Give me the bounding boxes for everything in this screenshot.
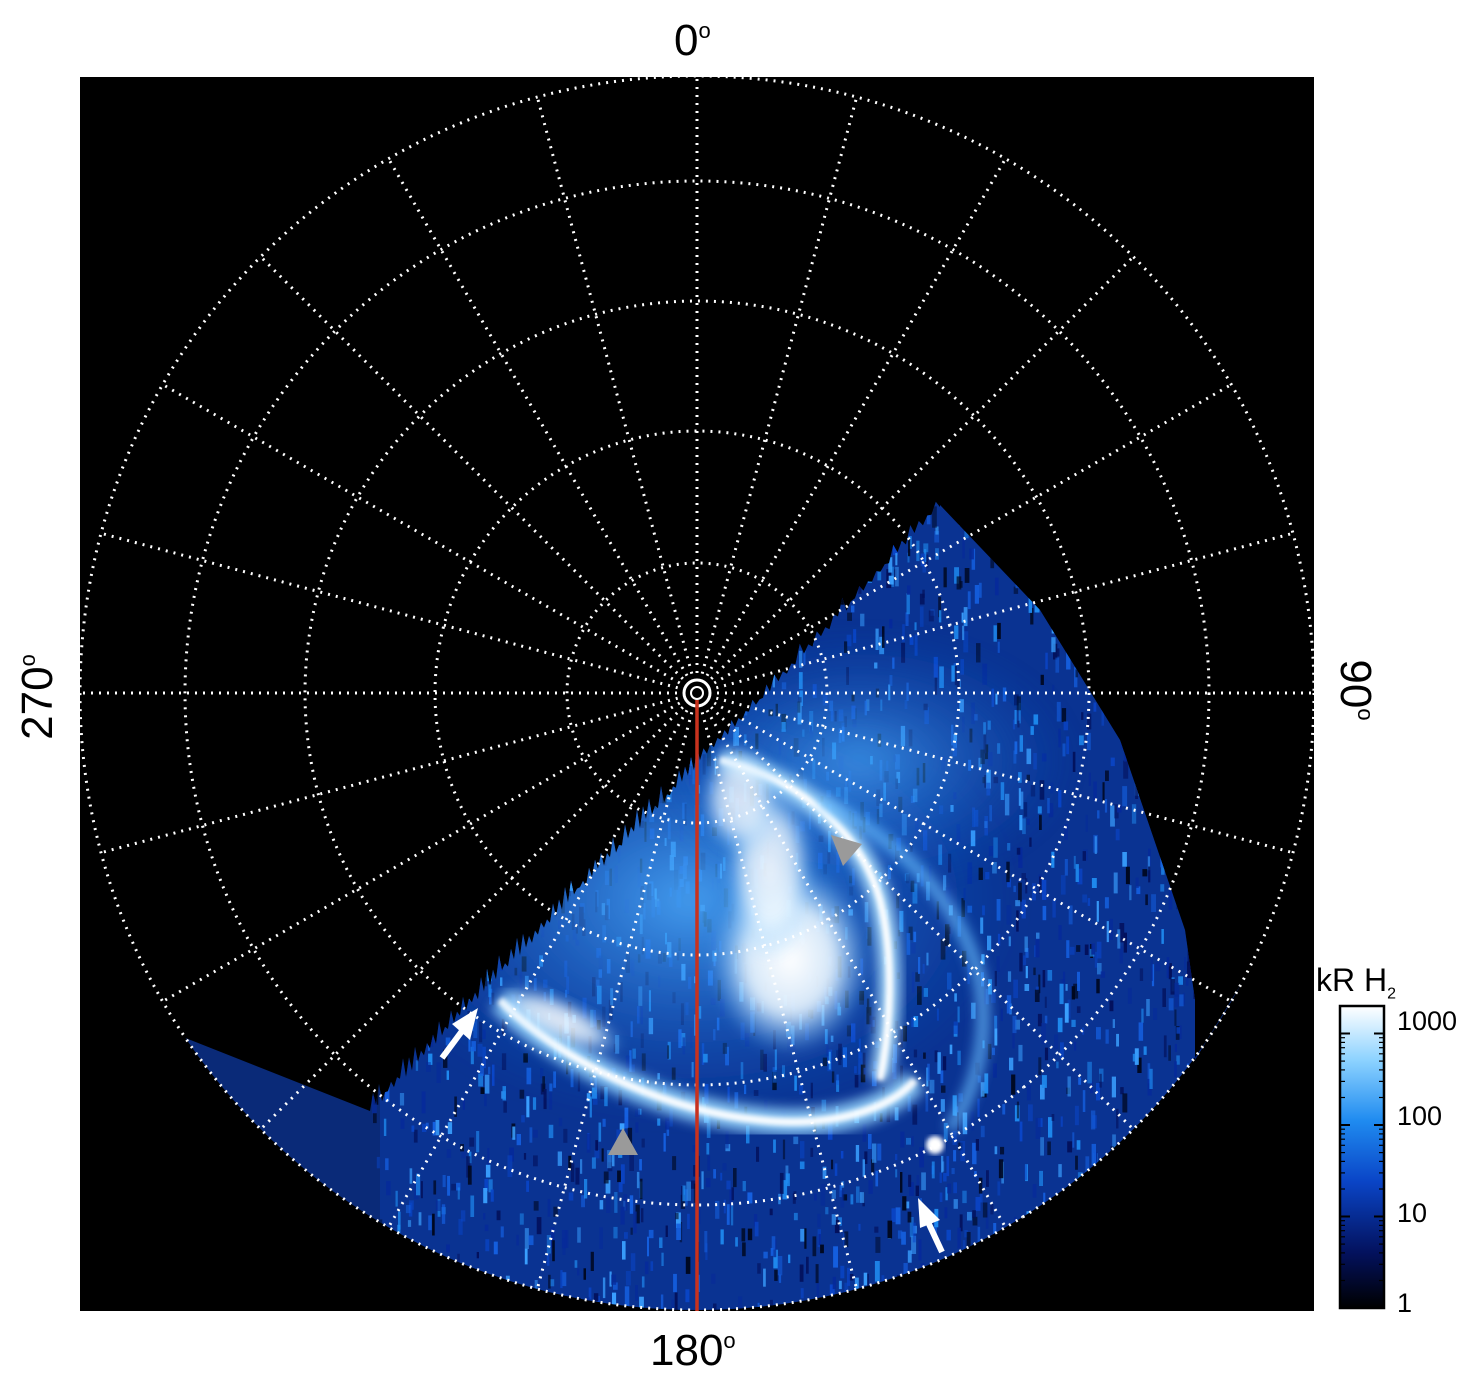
bright-spot <box>926 1136 944 1154</box>
grid-spoke <box>713 383 1233 685</box>
grid-spoke <box>387 157 689 677</box>
grid-spoke <box>161 701 681 1003</box>
grid-spoke <box>100 696 679 855</box>
grid-spoke <box>259 255 684 680</box>
grid-spoke <box>161 383 681 685</box>
axis-label-top: 0o <box>674 16 711 65</box>
arrow-white-2 <box>918 1198 945 1254</box>
grid-spoke <box>710 706 1135 1131</box>
axis-label-left: 270o <box>13 654 62 740</box>
grid-circle <box>303 299 1091 1087</box>
grid-spoke <box>710 255 1135 680</box>
grid-spoke <box>705 709 1007 1229</box>
colorbar <box>1338 1004 1386 1310</box>
arrow-gray-1 <box>608 1128 638 1155</box>
auroral-arc-dawn <box>817 794 990 1134</box>
grid-spoke <box>715 696 1294 855</box>
colorbar-ticks <box>1340 1005 1384 1309</box>
colorbar-tick-10: 10 <box>1397 1198 1428 1228</box>
colorbar-tick-100: 100 <box>1397 1101 1443 1131</box>
grid-spoke <box>100 531 679 690</box>
axis-label-bottom: 180o <box>650 1326 736 1375</box>
colorbar-tick-1000: 1000 <box>1397 1006 1458 1036</box>
grid-spoke <box>535 96 694 675</box>
colorbar-gradient <box>1340 1006 1384 1308</box>
grid-spoke <box>535 711 694 1290</box>
grid-circle <box>565 561 829 825</box>
grid-spoke <box>700 96 859 675</box>
colorbar-tick-1: 1 <box>1397 1288 1413 1318</box>
polar-grid <box>80 77 1314 1311</box>
axis-label-right: 90o <box>1331 659 1380 721</box>
grid-spoke <box>715 531 1294 690</box>
arrow-gray-2 <box>831 835 862 866</box>
grid-spoke <box>259 706 684 1131</box>
grid-spoke <box>713 701 1233 1003</box>
colorbar-title: kR H2 <box>1316 962 1397 1003</box>
grid-spoke <box>705 157 1007 677</box>
grid-spoke <box>387 709 689 1229</box>
arrow-white-1 <box>439 1008 478 1060</box>
grid-circle <box>183 179 1211 1207</box>
grid-spoke <box>700 711 859 1290</box>
